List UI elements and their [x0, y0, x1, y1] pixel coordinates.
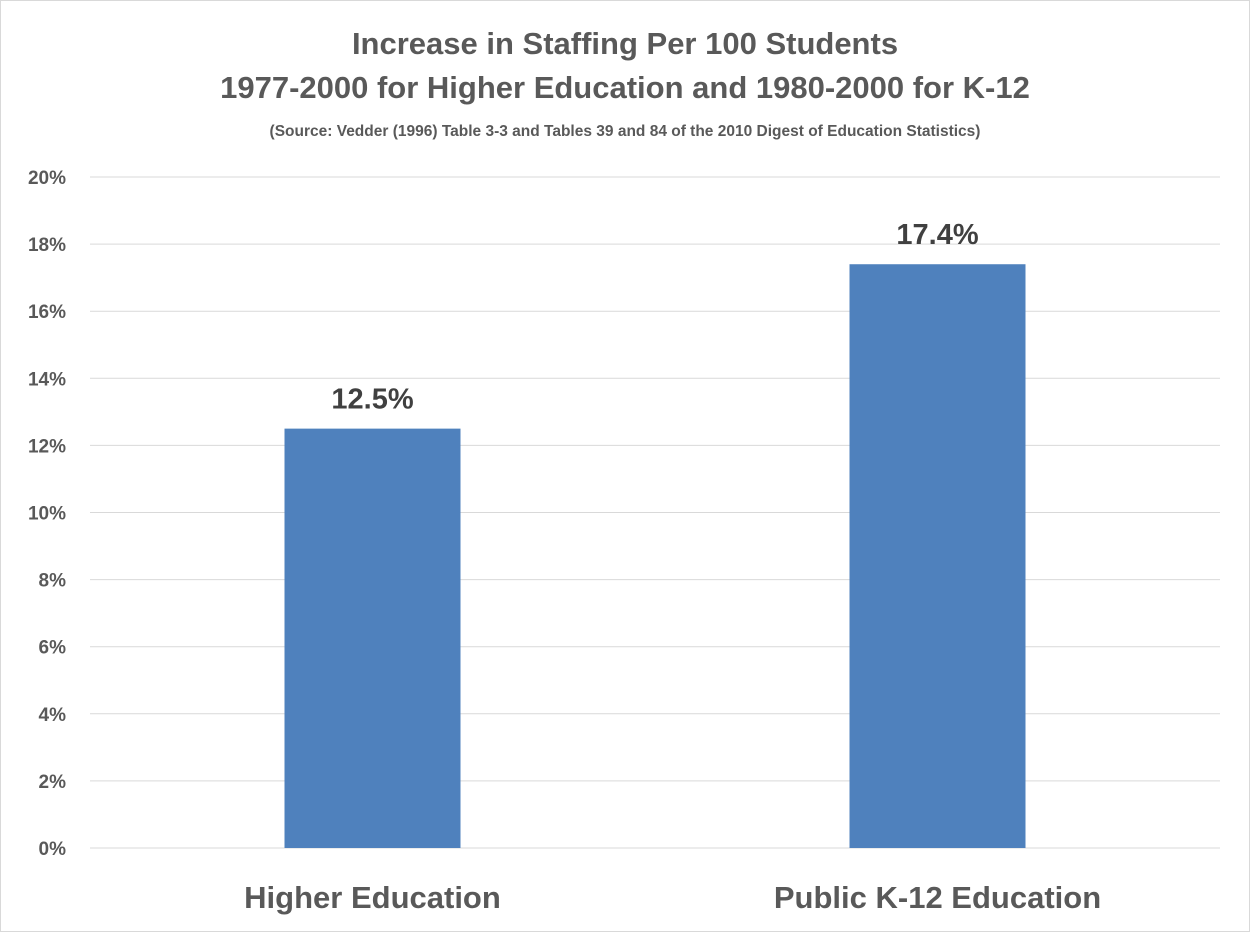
- y-tick-label: 20%: [28, 168, 66, 189]
- y-tick-label: 6%: [39, 638, 67, 659]
- y-tick-label: 4%: [39, 705, 67, 726]
- y-tick-label: 18%: [28, 235, 66, 256]
- chart-title-line-2: 1977-2000 for Higher Education and 1980-…: [220, 70, 1030, 105]
- y-tick-label: 0%: [39, 839, 67, 860]
- y-tick-label: 12%: [28, 436, 66, 457]
- x-category-label: Public K-12 Education: [774, 880, 1101, 915]
- bar: [849, 264, 1026, 849]
- data-label: 17.4%: [896, 219, 978, 251]
- bar: [284, 428, 461, 848]
- y-tick-label: 8%: [39, 571, 67, 592]
- y-tick-label: 14%: [28, 369, 66, 390]
- chart-subtitle: (Source: Vedder (1996) Table 3-3 and Tab…: [269, 123, 981, 140]
- data-label: 12.5%: [331, 384, 413, 416]
- x-category-label: Higher Education: [244, 880, 501, 915]
- y-tick-label: 16%: [28, 302, 66, 323]
- y-tick-label: 2%: [39, 772, 67, 793]
- y-tick-label: 10%: [28, 504, 66, 525]
- chart-title: Increase in Staffing Per 100 Students: [351, 26, 899, 61]
